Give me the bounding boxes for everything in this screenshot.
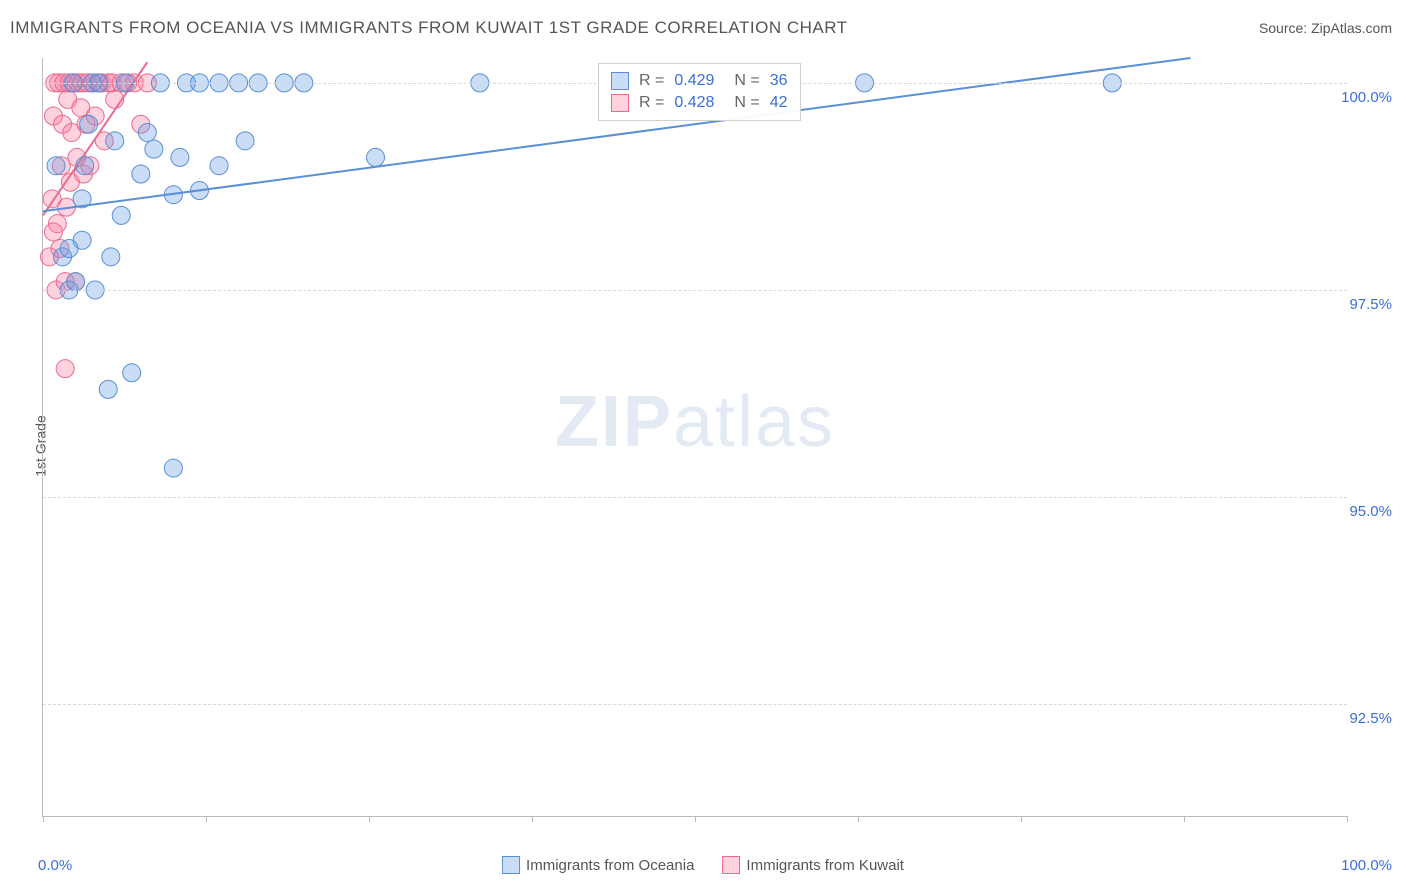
stats-r-value: 0.429 [674,72,714,90]
source-label: Source: ZipAtlas.com [1259,20,1392,36]
scatter-point-kuwait [56,360,74,378]
plot-svg [43,58,1347,816]
stats-box: R = 0.429 N = 36 R = 0.428 N = 42 [598,63,801,121]
chart-container: IMMIGRANTS FROM OCEANIA VS IMMIGRANTS FR… [0,0,1406,892]
legend-label: Immigrants from Oceania [526,857,694,874]
scatter-point-oceania [210,157,228,175]
x-tick-mark [695,816,696,822]
x-axis-min-label: 0.0% [38,857,72,874]
legend-bottom: Immigrants from Oceania Immigrants from K… [502,856,904,874]
scatter-point-kuwait [44,223,62,241]
scatter-point-oceania [145,140,163,158]
gridline [43,290,1347,291]
scatter-point-oceania [106,132,124,150]
scatter-point-oceania [123,364,141,382]
scatter-point-oceania [112,206,130,224]
y-tick-label: 97.5% [1349,296,1392,313]
scatter-point-oceania [76,157,94,175]
legend-swatch [502,856,520,874]
scatter-point-oceania [99,380,117,398]
scatter-point-oceania [164,459,182,477]
stats-r-value: 0.428 [674,94,714,112]
legend-label: Immigrants from Kuwait [746,857,904,874]
scatter-point-oceania [171,148,189,166]
x-tick-mark [858,816,859,822]
x-tick-mark [1184,816,1185,822]
stats-n-value: 36 [770,72,788,90]
x-tick-mark [532,816,533,822]
scatter-point-oceania [132,165,150,183]
y-tick-label: 100.0% [1341,89,1392,106]
plot-area: ZIPatlas R =0.429N =36R =0.428N =42 [42,58,1347,817]
x-tick-mark [1347,816,1348,822]
stats-row: R = 0.429 N = 36 [611,70,788,92]
scatter-point-oceania [102,248,120,266]
y-tick-label: 92.5% [1349,710,1392,727]
scatter-point-oceania [236,132,254,150]
legend-swatch [611,72,629,90]
x-tick-mark [43,816,44,822]
stats-n-label: N = [734,72,759,90]
stats-r-label: R = [639,94,664,112]
stats-r-label: R = [639,72,664,90]
scatter-point-oceania [47,157,65,175]
scatter-point-oceania [80,115,98,133]
gridline [43,497,1347,498]
x-tick-mark [206,816,207,822]
x-tick-mark [369,816,370,822]
x-axis-max-label: 100.0% [1341,857,1392,874]
gridline [43,704,1347,705]
chart-title: IMMIGRANTS FROM OCEANIA VS IMMIGRANTS FR… [10,18,848,38]
legend-item: Immigrants from Kuwait [722,856,904,874]
x-tick-mark [1021,816,1022,822]
stats-row: R = 0.428 N = 42 [611,92,788,114]
scatter-point-oceania [67,273,85,291]
scatter-point-oceania [367,148,385,166]
scatter-point-oceania [138,124,156,142]
stats-n-label: N = [734,94,759,112]
y-tick-label: 95.0% [1349,503,1392,520]
stats-n-value: 42 [770,94,788,112]
legend-swatch [611,94,629,112]
legend-swatch [722,856,740,874]
scatter-point-oceania [60,240,78,258]
legend-item: Immigrants from Oceania [502,856,694,874]
